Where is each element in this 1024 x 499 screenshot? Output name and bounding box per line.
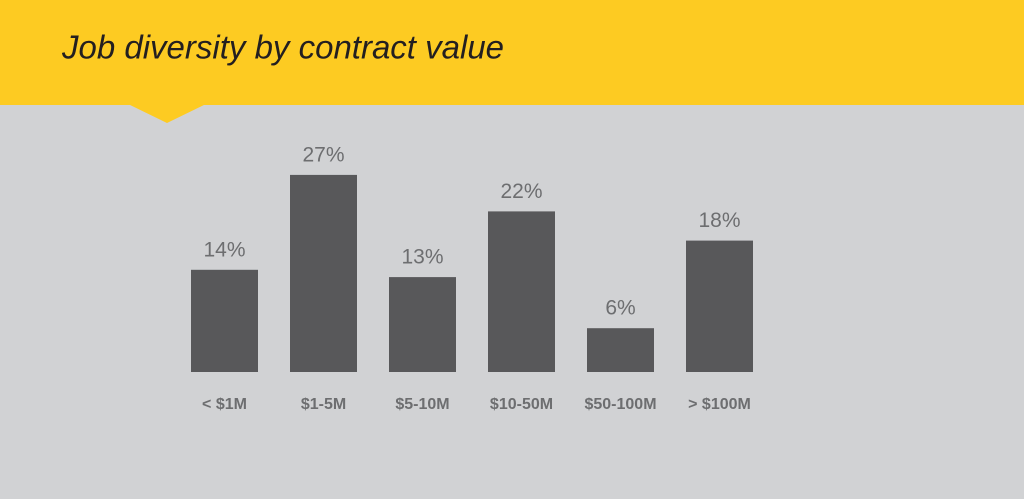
x-tick-label: < $1M: [202, 396, 247, 413]
bar: [587, 328, 654, 372]
value-label: 13%: [401, 246, 443, 269]
value-label: 6%: [605, 297, 635, 320]
value-label: 22%: [500, 180, 542, 203]
chart-title: Job diversity by contract value: [61, 29, 504, 66]
x-tick-label: > $100M: [688, 396, 751, 413]
header-band: [0, 0, 1024, 105]
bar: [488, 211, 555, 372]
x-tick-label: $50-100M: [584, 396, 656, 413]
bar: [686, 240, 753, 372]
x-tick-label: $1-5M: [301, 396, 346, 413]
bar: [389, 277, 456, 372]
x-tick-label: $5-10M: [395, 396, 449, 413]
bar: [191, 269, 258, 372]
header-pointer: [128, 104, 206, 123]
value-label: 27%: [302, 143, 344, 166]
x-tick-label: $10-50M: [490, 396, 553, 413]
value-label: 14%: [203, 238, 245, 261]
value-label: 18%: [698, 209, 740, 232]
bar: [290, 174, 357, 372]
